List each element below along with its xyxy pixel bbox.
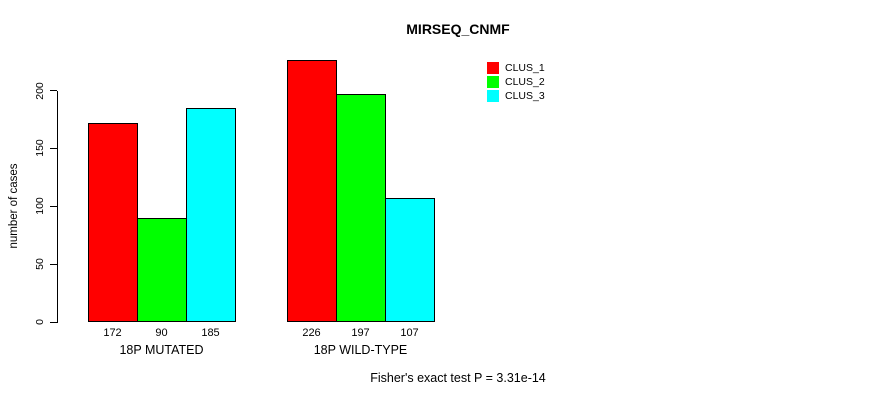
bar-clus-3-18p-mutated <box>185 107 236 322</box>
legend-item-clus-2: CLUS_2 <box>487 76 545 88</box>
bar-clus-2-18p-mutated <box>136 217 187 322</box>
y-axis-tick <box>50 263 57 265</box>
bar-clus-1-18p-wild-type <box>286 60 337 322</box>
bar-value-label: 90 <box>155 327 168 339</box>
y-axis-tick <box>50 90 57 91</box>
y-axis-tick-label: 100 <box>34 197 46 216</box>
bar-value-label: 226 <box>302 327 321 339</box>
bar-clus-2-18p-wild-type <box>335 93 386 322</box>
y-axis-tick-label: 50 <box>34 258 46 270</box>
y-axis-tick <box>50 147 57 149</box>
category-label: 18P WILD-TYPE <box>313 343 408 357</box>
bar-value-label: 197 <box>351 327 370 339</box>
legend-swatch-clus-3-icon <box>487 90 499 102</box>
legend-item-clus-1: CLUS_1 <box>487 62 545 74</box>
legend-swatch-clus-2-icon <box>487 76 499 88</box>
chart-title: MIRSEQ_CNMF <box>406 21 510 37</box>
legend-swatch-clus-1-icon <box>487 62 499 74</box>
bar-value-label: 185 <box>201 327 220 339</box>
bar-clus-3-18p-wild-type <box>384 198 435 322</box>
y-axis-line <box>57 90 58 323</box>
legend-label-clus-3: CLUS_3 <box>505 90 545 102</box>
y-axis-tick-label: 150 <box>34 139 46 158</box>
bar-clus-1-18p-mutated <box>87 122 138 322</box>
y-axis-tick <box>50 321 57 323</box>
legend: CLUS_1 CLUS_2 CLUS_3 <box>487 62 545 104</box>
legend-label-clus-1: CLUS_1 <box>505 62 545 74</box>
footer-annotation: Fisher's exact test P = 3.31e-14 <box>370 371 546 385</box>
y-axis-tick <box>50 205 57 207</box>
y-axis-tick-label: 200 <box>34 81 46 100</box>
legend-item-clus-3: CLUS_3 <box>487 90 545 102</box>
category-label: 18P MUTATED <box>119 343 204 357</box>
bar-value-label: 172 <box>103 327 122 339</box>
legend-label-clus-2: CLUS_2 <box>505 76 545 88</box>
y-axis-tick-label: 0 <box>34 319 46 325</box>
y-axis-label: number of cases <box>8 163 20 249</box>
bar-value-label: 107 <box>400 327 419 339</box>
